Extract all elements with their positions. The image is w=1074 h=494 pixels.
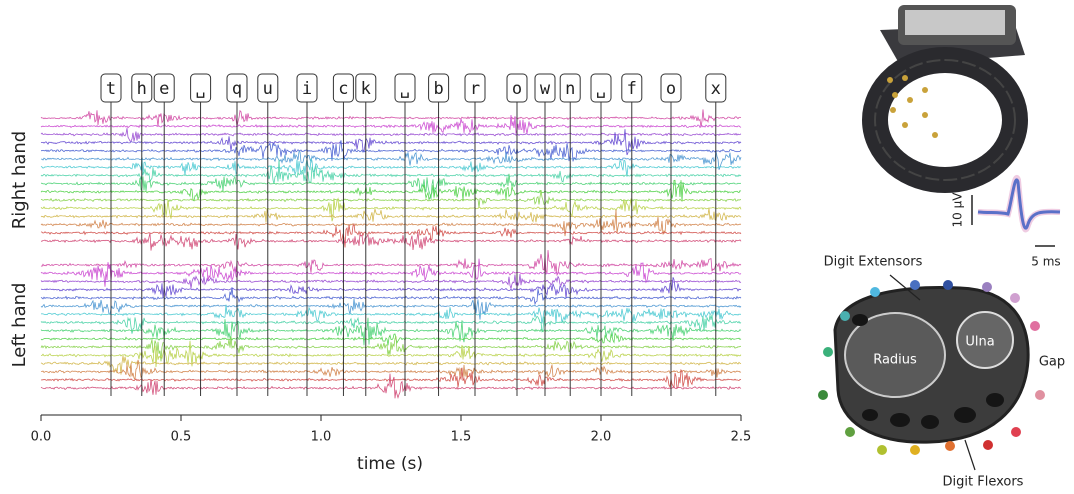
- emg-trace: [40, 274, 742, 291]
- emg-trace: [40, 298, 742, 320]
- x-tick-label: 2.0: [591, 430, 612, 445]
- key-box: [705, 73, 727, 103]
- key-box: [100, 73, 122, 103]
- emg-trace: [40, 331, 742, 346]
- emg-trace: [40, 207, 742, 223]
- emg-trace: [40, 209, 742, 237]
- x-tick-label: 0.5: [171, 430, 192, 445]
- emg-trace: [41, 340, 742, 368]
- key-box: [226, 73, 248, 103]
- cross-section: [818, 274, 1045, 471]
- x-tick-label: 1.0: [311, 430, 332, 445]
- key-box: [394, 73, 416, 103]
- anatomy-label: Ulna: [965, 335, 994, 350]
- anatomy-label: Radius: [873, 353, 917, 368]
- emg-trace: [40, 128, 742, 142]
- key-label: f: [627, 79, 637, 99]
- key-label: x: [711, 79, 721, 99]
- key-box: [355, 73, 377, 103]
- key-box: [153, 73, 175, 103]
- x-tick-label: 0.0: [31, 430, 52, 445]
- key-label: t: [106, 79, 116, 99]
- key-box: [621, 73, 643, 103]
- scale-label: 5 ms: [1031, 255, 1060, 269]
- emg-trace: [40, 355, 742, 375]
- emg-trace: [40, 314, 742, 334]
- key-box: [131, 73, 153, 103]
- emg-trace: [40, 197, 742, 222]
- x-tick-label: 1.5: [451, 430, 472, 445]
- emg-trace: [40, 287, 742, 306]
- key-label: k: [361, 79, 371, 99]
- emg-trace: [40, 359, 742, 381]
- emg-trace: [41, 140, 742, 162]
- key-box: [428, 73, 450, 103]
- key-box: [190, 73, 212, 103]
- x-tick-label: 2.5: [731, 430, 752, 445]
- key-label: i: [302, 79, 312, 99]
- emg-trace: [40, 179, 742, 202]
- scale-label: 10 µV: [951, 192, 965, 228]
- emg-trace: [40, 367, 742, 390]
- emg-trace: [40, 336, 742, 362]
- key-label: o: [512, 79, 522, 99]
- emg-trace: [40, 258, 742, 287]
- key-label: ␣: [400, 79, 410, 99]
- emg-trace: [40, 277, 742, 299]
- key-label: c: [338, 79, 348, 99]
- emg-trace: [40, 129, 742, 156]
- key-box: [506, 73, 528, 103]
- key-box: [590, 73, 612, 103]
- emg-trace: [40, 114, 742, 134]
- emg-trace: [40, 304, 742, 324]
- key-box: [660, 73, 682, 103]
- key-label: r: [470, 79, 480, 99]
- key-label: ␣: [195, 79, 205, 99]
- emg-trace: [40, 317, 742, 346]
- key-box: [296, 73, 318, 103]
- key-box: [559, 73, 581, 103]
- waveform-inset: [971, 175, 1061, 247]
- emg-traces: [40, 109, 742, 399]
- emg-trace: [41, 231, 742, 251]
- key-box: [534, 73, 556, 103]
- emg-trace: [40, 109, 742, 128]
- key-label: h: [137, 79, 147, 99]
- anatomy-label: Digit Extensors: [824, 255, 923, 270]
- key-label: o: [666, 79, 676, 99]
- emg-trace: [40, 223, 742, 248]
- device-illustration: [862, 5, 1028, 193]
- key-label: q: [232, 79, 242, 99]
- emg-trace: [40, 159, 742, 185]
- emg-trace: [40, 250, 742, 277]
- x-axis-label: time (s): [357, 454, 423, 474]
- emg-trace: [40, 173, 742, 200]
- key-label: w: [540, 79, 551, 99]
- key-label: e: [159, 79, 169, 99]
- emg-trace: [41, 150, 742, 170]
- key-label: u: [263, 79, 273, 99]
- key-box: [332, 73, 354, 103]
- anatomy-label: Digit Flexors: [943, 475, 1024, 490]
- emg-trace: [40, 157, 742, 177]
- group-label: Right hand: [9, 131, 30, 229]
- emg-trace: [40, 373, 742, 399]
- key-box: [464, 73, 486, 103]
- key-box: [257, 73, 279, 103]
- key-label: n: [565, 79, 575, 99]
- group-label: Left hand: [9, 283, 30, 368]
- anatomy-label: Gap: [1039, 355, 1065, 370]
- key-label: ␣: [596, 79, 606, 99]
- key-label: b: [433, 79, 443, 99]
